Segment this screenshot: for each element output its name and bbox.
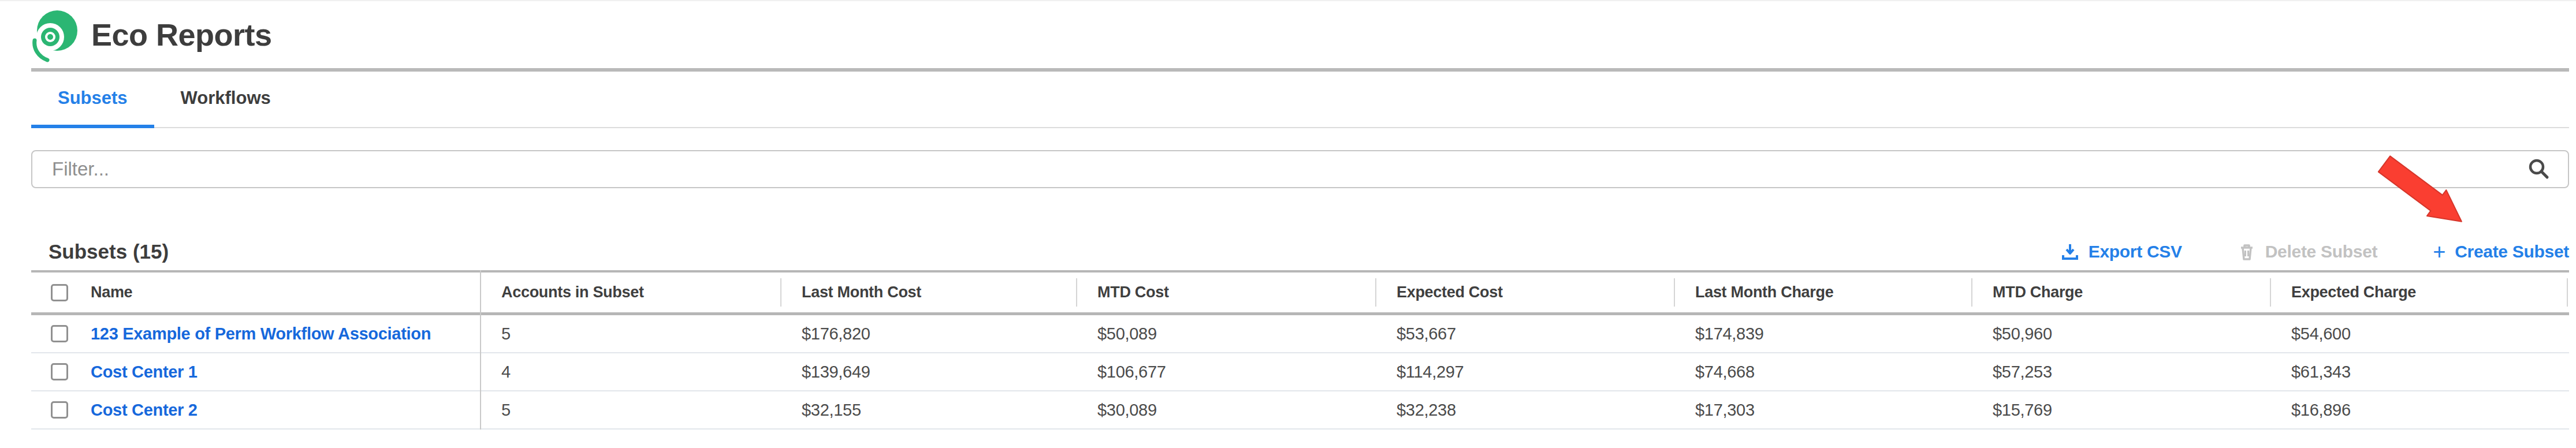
last-month-cost-cell: $139,649 — [780, 353, 1076, 390]
column-header-mtd-cost: MTD Cost — [1076, 272, 1375, 312]
accounts-cell: 5 — [480, 391, 780, 428]
accounts-cell: 5 — [480, 315, 780, 352]
subset-name-link[interactable]: Cost Center 1 — [91, 363, 198, 382]
tab-bar: Subsets Workflows — [31, 72, 2569, 128]
column-header-name: Name — [31, 272, 480, 312]
section-title: Subsets (15) — [49, 240, 169, 263]
expected-cost-cell: $53,667 — [1375, 315, 1674, 352]
expected-charge-cell: $54,600 — [2270, 315, 2568, 352]
row-checkbox[interactable] — [51, 401, 68, 419]
table-row: Cost Center 1 4 $139,649 $106,677 $114,2… — [31, 353, 2569, 391]
export-csv-label: Export CSV — [2089, 242, 2182, 262]
table-header-row: Name Accounts in Subset Last Month Cost … — [31, 270, 2569, 315]
app-header: Eco Reports — [31, 1, 2569, 72]
column-header-expected-charge: Expected Charge — [2270, 272, 2568, 312]
mtd-charge-cell: $57,253 — [1971, 353, 2270, 390]
last-month-charge-cell: $74,668 — [1674, 353, 1971, 390]
column-header-label: Expected Cost — [1397, 283, 1503, 301]
mtd-charge-cell: $15,769 — [1971, 391, 2270, 428]
subset-name-link[interactable]: Cost Center 2 — [91, 401, 198, 420]
section-header: Subsets (15) Export CSV Delete Subset + … — [31, 233, 2569, 270]
trash-icon — [2238, 242, 2256, 261]
page-title: Eco Reports — [91, 17, 272, 53]
name-cell: 123 Example of Perm Workflow Association — [31, 315, 480, 352]
column-header-label: Accounts in Subset — [501, 283, 644, 301]
column-header-accounts: Accounts in Subset — [480, 272, 780, 312]
delete-subset-button[interactable]: Delete Subset — [2238, 242, 2378, 262]
column-header-mtd-charge: MTD Charge — [1971, 272, 2270, 312]
name-cell: Cost Center 2 — [31, 391, 480, 428]
tab-subsets-label: Subsets — [58, 88, 128, 109]
column-header-expected-cost: Expected Cost — [1375, 272, 1674, 312]
export-csv-button[interactable]: Export CSV — [2061, 242, 2182, 262]
table-row: Cost Center 2 5 $32,155 $30,089 $32,238 … — [31, 391, 2569, 430]
column-header-label: Last Month Charge — [1695, 283, 1833, 301]
last-month-cost-cell: $176,820 — [780, 315, 1076, 352]
tab-subsets[interactable]: Subsets — [31, 72, 154, 128]
subset-name-link[interactable]: 123 Example of Perm Workflow Association — [91, 324, 431, 344]
column-header-label: Expected Charge — [2291, 283, 2416, 301]
expected-cost-cell: $32,238 — [1375, 391, 1674, 428]
filter-input[interactable] — [31, 150, 2569, 188]
action-buttons: Export CSV Delete Subset + Create Subset — [2061, 242, 2569, 262]
select-all-checkbox[interactable] — [51, 284, 68, 301]
last-month-charge-cell: $174,839 — [1674, 315, 1971, 352]
expected-charge-cell: $16,896 — [2270, 391, 2568, 428]
column-header-label: Last Month Cost — [802, 283, 921, 301]
mtd-charge-cell: $50,960 — [1971, 315, 2270, 352]
row-checkbox[interactable] — [51, 325, 68, 342]
tab-workflows-label: Workflows — [181, 88, 271, 109]
name-cell: Cost Center 1 — [31, 353, 480, 390]
download-icon — [2061, 242, 2079, 261]
tab-workflows[interactable]: Workflows — [154, 72, 297, 128]
filter-bar — [31, 150, 2569, 188]
accounts-cell: 4 — [480, 353, 780, 390]
column-header-last-month-charge: Last Month Charge — [1674, 272, 1971, 312]
row-checkbox[interactable] — [51, 363, 68, 380]
last-month-charge-cell: $17,303 — [1674, 391, 1971, 428]
mtd-cost-cell: $106,677 — [1076, 353, 1375, 390]
create-subset-label: Create Subset — [2455, 242, 2569, 262]
create-subset-button[interactable]: + Create Subset — [2433, 242, 2569, 262]
expected-cost-cell: $114,297 — [1375, 353, 1674, 390]
column-header-label: MTD Charge — [1993, 283, 2083, 301]
subsets-table: Name Accounts in Subset Last Month Cost … — [31, 270, 2569, 430]
expected-charge-cell: $61,343 — [2270, 353, 2568, 390]
column-header-label: Name — [91, 283, 132, 301]
mtd-cost-cell: $30,089 — [1076, 391, 1375, 428]
column-header-last-month-cost: Last Month Cost — [780, 272, 1076, 312]
last-month-cost-cell: $32,155 — [780, 391, 1076, 428]
delete-subset-label: Delete Subset — [2265, 242, 2378, 262]
table-row: 123 Example of Perm Workflow Association… — [31, 315, 2569, 353]
eco-logo-icon — [31, 10, 79, 62]
search-icon[interactable] — [2527, 158, 2549, 180]
mtd-cost-cell: $50,089 — [1076, 315, 1375, 352]
column-header-label: MTD Cost — [1097, 283, 1169, 301]
name-column-divider — [480, 270, 481, 430]
plus-icon: + — [2433, 243, 2445, 260]
